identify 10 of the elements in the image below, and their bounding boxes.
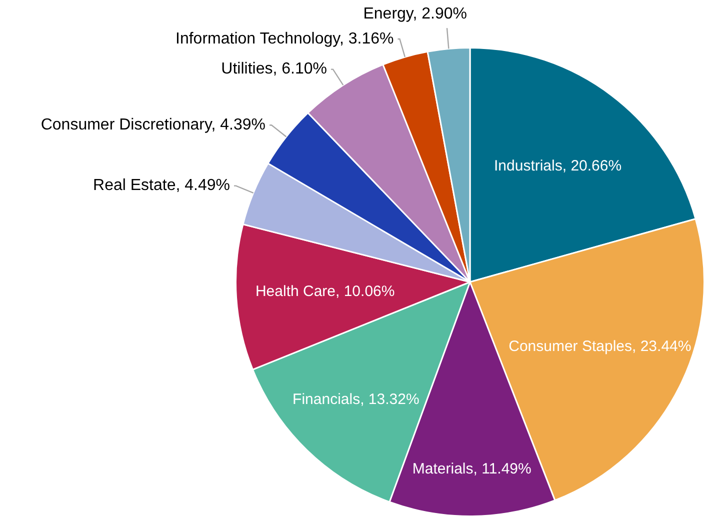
- slice-label: Materials, 11.49%: [412, 460, 532, 478]
- slice-label: Consumer Staples, 23.44%: [508, 338, 692, 356]
- slice-label: Real Estate, 4.49%: [93, 177, 230, 194]
- slice-label: Information Technology, 3.16%: [176, 30, 394, 48]
- slice-label: Energy, 2.90%: [363, 5, 467, 22]
- slice-label: Utilities, 6.10%: [221, 60, 327, 78]
- slice-label: Financials, 13.32%: [292, 390, 420, 408]
- slice-label: Health Care, 10.06%: [255, 282, 395, 300]
- slice-label: Consumer Discretionary, 4.39%: [40, 116, 266, 134]
- slice-label: Industrials, 20.66%: [494, 157, 622, 174]
